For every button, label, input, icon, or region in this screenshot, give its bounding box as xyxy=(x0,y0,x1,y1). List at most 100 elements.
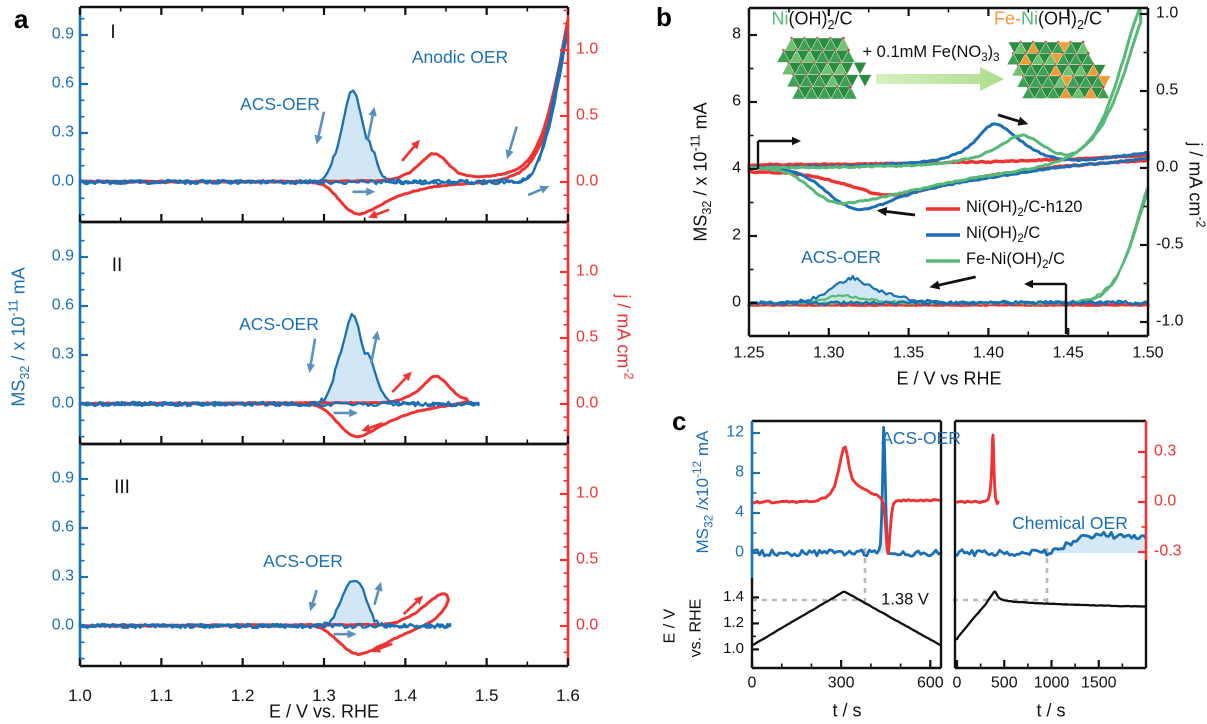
lattice-triangle xyxy=(840,62,854,76)
atom-dot xyxy=(1101,85,1105,89)
y-left-tick-label: 0.0 xyxy=(51,616,74,634)
b-x-tick-label: 1.40 xyxy=(972,344,1004,362)
b-y-right-tick-label: 0.0 xyxy=(1156,158,1179,176)
y-left-tick-label: 0.3 xyxy=(51,345,74,363)
y-left-axis-label: MS32 / x 10-11 mA xyxy=(6,267,33,407)
y-right-tick-label: 0.5 xyxy=(576,328,599,346)
x-tick-label: 1.1 xyxy=(149,686,174,706)
x-axis-label: E / V vs. RHE xyxy=(268,701,380,722)
y-left-tick-label: 0.6 xyxy=(51,296,74,314)
atom-dot xyxy=(1081,40,1085,44)
panel-c-label: c xyxy=(672,406,687,436)
y-right-tick-label: 0.5 xyxy=(576,106,599,124)
lattice-triangle xyxy=(843,86,858,100)
legend-label-blue: Ni(OH)2/C xyxy=(966,223,1041,246)
b-y-left-tick-label: 8 xyxy=(732,25,741,43)
x-tick-label: 1.3 xyxy=(312,686,336,706)
y-right-tick-label: 0.5 xyxy=(576,550,599,568)
annotation-a3_acs: ACS-OER xyxy=(263,550,343,571)
direction-arrow xyxy=(391,377,407,394)
direction-arrow-head xyxy=(366,187,376,196)
lattice-fe-nioh2 xyxy=(1006,40,1112,100)
panel-a-label: a xyxy=(14,4,29,34)
b-x-tick-label: 1.25 xyxy=(733,344,765,362)
direction-arrow xyxy=(508,126,519,151)
c-e-tick-label: 1.0 xyxy=(723,640,744,658)
direction-arrow xyxy=(402,600,418,616)
acs-oer-fill xyxy=(319,315,391,404)
x-tick-label: 1.5 xyxy=(474,686,499,706)
direction-arrow-head xyxy=(505,149,514,160)
inset-title-left-seg: (OH)2/C xyxy=(788,8,853,33)
c-x-tick-label: 0 xyxy=(747,674,757,692)
c-e-tick-label: 1.2 xyxy=(723,614,744,632)
c-x-tick-label: 500 xyxy=(990,674,1018,692)
c-y-left-tick-label: 12 xyxy=(726,423,744,441)
b-x-axis-label: E / V vs RHE xyxy=(896,368,1002,389)
direction-arrow-head xyxy=(402,371,412,382)
ms-time-curve xyxy=(955,530,1148,558)
y-left-tick-label: 0.9 xyxy=(51,247,74,265)
guide-arrow xyxy=(938,275,976,287)
subplot-numeral: II xyxy=(111,255,123,277)
b-y-left-tick-label: 0 xyxy=(732,293,741,311)
annotation-a1_anodic: Anodic OER xyxy=(411,46,509,67)
direction-arrow xyxy=(375,208,390,216)
y-left-tick-label: 0.0 xyxy=(51,394,74,412)
annotation-c_acs: ACS-OER xyxy=(881,427,961,448)
y-right-tick-label: 1.0 xyxy=(576,262,599,280)
b-y-left-tick-label: 4 xyxy=(732,159,741,177)
direction-arrow-head xyxy=(347,629,357,639)
direction-arrow-head xyxy=(349,408,359,418)
b-y-left-axis-label: MS32 / x 10-11 mA xyxy=(688,102,715,242)
ms-green xyxy=(747,185,1150,306)
c-x-tick-label: 0 xyxy=(952,674,962,692)
direction-arrow-head xyxy=(368,106,377,117)
potential-curve xyxy=(750,590,943,647)
direction-arrow-head xyxy=(371,330,381,341)
c-e-axis-label-2: vs. RHE xyxy=(687,598,705,658)
direction-arrow-head xyxy=(306,363,315,373)
ms-time-curve xyxy=(750,425,943,558)
direction-arrow xyxy=(311,589,318,604)
y-left-tick-label: 0.9 xyxy=(51,469,74,487)
c-y-right-tick-label: 0.3 xyxy=(1154,442,1177,460)
x-tick-label: 1.0 xyxy=(68,686,92,706)
right-axis-indicator-arrow-head xyxy=(792,136,801,146)
ms-curve xyxy=(78,579,452,630)
potential-curve xyxy=(955,590,1148,641)
c-x-tick-label: 600 xyxy=(916,674,944,692)
inset-title-right-seg: (OH)2/C xyxy=(1037,8,1103,33)
direction-arrow-head xyxy=(374,581,383,592)
c-x-tick-label: 1000 xyxy=(1033,674,1070,692)
direction-arrow-head xyxy=(371,644,382,653)
c-x-axis-label-2: t / s xyxy=(1036,700,1066,721)
c-y-right-tick-label: 0.0 xyxy=(1154,492,1177,510)
annotation-c_v138: 1.38 V xyxy=(881,590,929,609)
y-right-tick-label: 0.0 xyxy=(576,394,599,412)
direction-arrow xyxy=(309,338,317,365)
c-fill-0 xyxy=(878,427,890,553)
guide-arrow xyxy=(997,113,1020,123)
inset-title-left-seg: Ni xyxy=(771,8,789,29)
y-left-tick-label: 0.3 xyxy=(51,567,74,585)
inset-reaction-label: + 0.1mM Fe(NO3)3 xyxy=(862,42,1000,65)
reaction-arrow-icon xyxy=(876,67,1004,91)
annotation-c_chem: Chemical OER xyxy=(1012,512,1128,533)
direction-arrow xyxy=(401,145,416,162)
ms-curve xyxy=(78,312,480,408)
guide-arrow-head xyxy=(929,280,941,290)
acs-oer-fill xyxy=(319,88,388,182)
direction-arrow-head xyxy=(539,185,550,194)
direction-arrow xyxy=(369,421,384,430)
c-x-tick-label: 1500 xyxy=(1080,674,1117,692)
annotation-a2_acs: ACS-OER xyxy=(239,313,319,334)
direction-arrow-head xyxy=(361,423,372,432)
direction-arrow xyxy=(527,188,542,197)
direction-arrow-head xyxy=(413,595,424,605)
y-right-tick-label: 0.0 xyxy=(576,172,599,190)
y-right-axis-label: j / mA cm-2 xyxy=(613,294,636,380)
c-y-left-tick-label: 4 xyxy=(735,503,744,521)
